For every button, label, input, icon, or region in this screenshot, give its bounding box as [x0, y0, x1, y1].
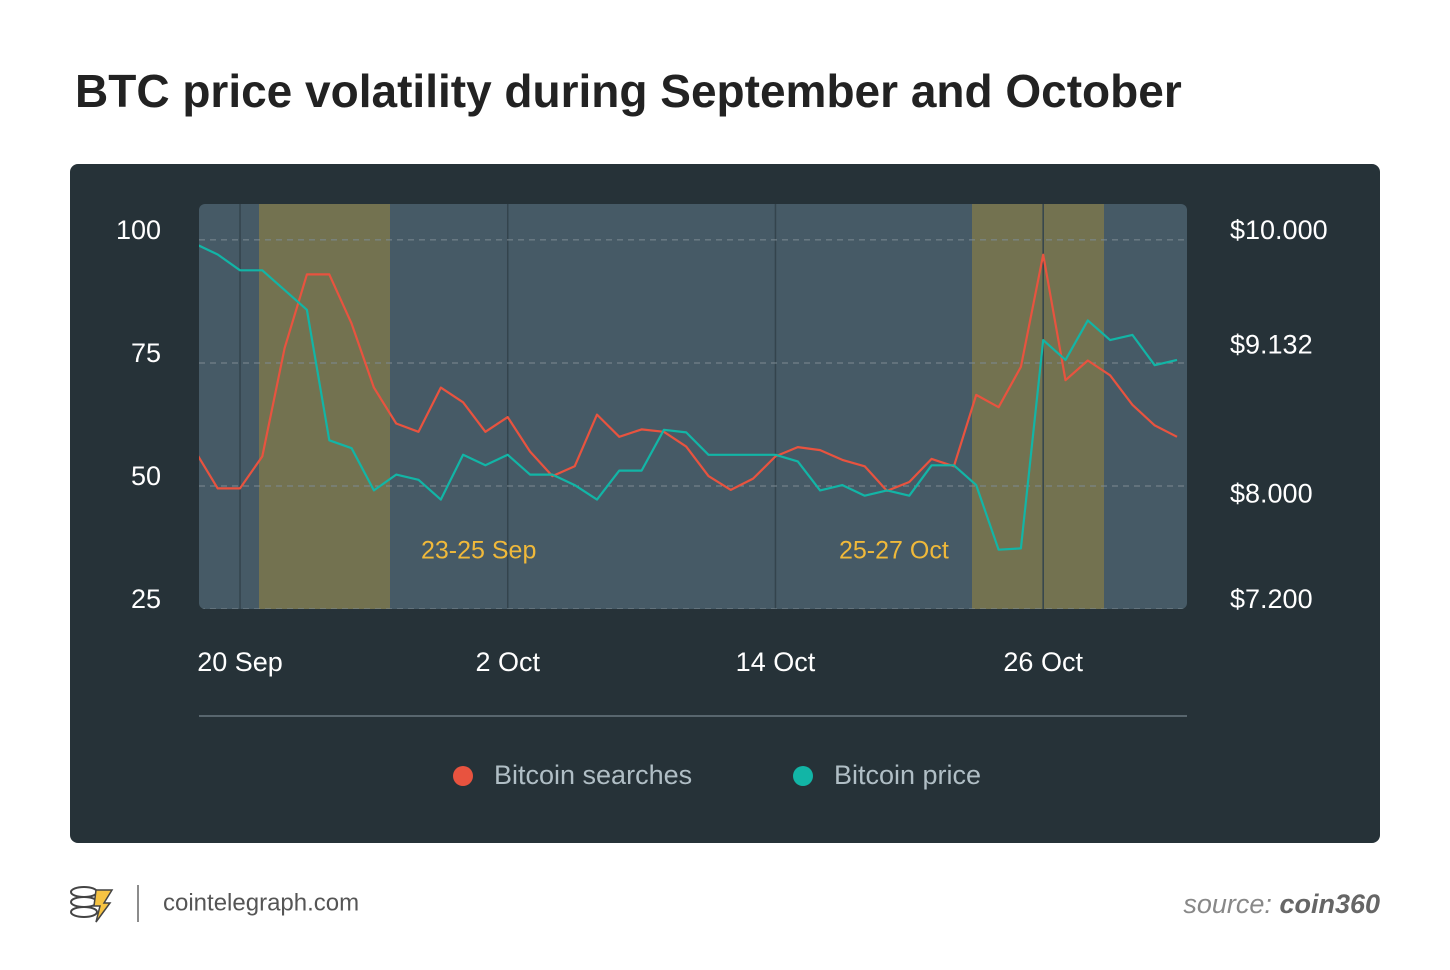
legend-swatch	[453, 766, 473, 786]
y2-tick-label: $8.000	[1230, 479, 1313, 509]
band-label: 25-27 Oct	[839, 537, 949, 565]
y-tick-label: 100	[116, 215, 161, 245]
x-tick-label: 2 Oct	[475, 647, 540, 677]
x-tick-label: 26 Oct	[1003, 647, 1083, 677]
y-tick-label: 25	[131, 584, 161, 614]
x-tick-label: 20 Sep	[197, 647, 283, 677]
chart-title: BTC price volatility during September an…	[75, 65, 1182, 117]
series-line	[199, 253, 1178, 492]
x-tick-label: 14 Oct	[736, 647, 816, 677]
y-tick-label: 50	[131, 461, 161, 491]
footer-source: source: coin360	[1183, 889, 1380, 919]
y-tick-label: 75	[131, 338, 161, 368]
logo	[70, 886, 114, 923]
legend-label: Bitcoin price	[834, 760, 981, 790]
series-line	[199, 242, 1178, 551]
source-name: coin360	[1279, 889, 1380, 919]
y2-tick-label: $9.132	[1230, 330, 1313, 360]
y2-tick-label: $7.200	[1230, 584, 1313, 614]
source-label: source:	[1183, 889, 1272, 919]
highlight-band	[972, 204, 1104, 609]
footer-site: cointelegraph.com	[163, 889, 359, 916]
y2-tick-label: $10.000	[1230, 215, 1328, 245]
highlight-bands	[259, 204, 1104, 609]
plot-area	[199, 204, 1187, 609]
plot-content	[199, 204, 1187, 609]
legend-swatch	[793, 766, 813, 786]
legend-label: Bitcoin searches	[494, 760, 692, 790]
band-label: 23-25 Sep	[421, 537, 536, 565]
